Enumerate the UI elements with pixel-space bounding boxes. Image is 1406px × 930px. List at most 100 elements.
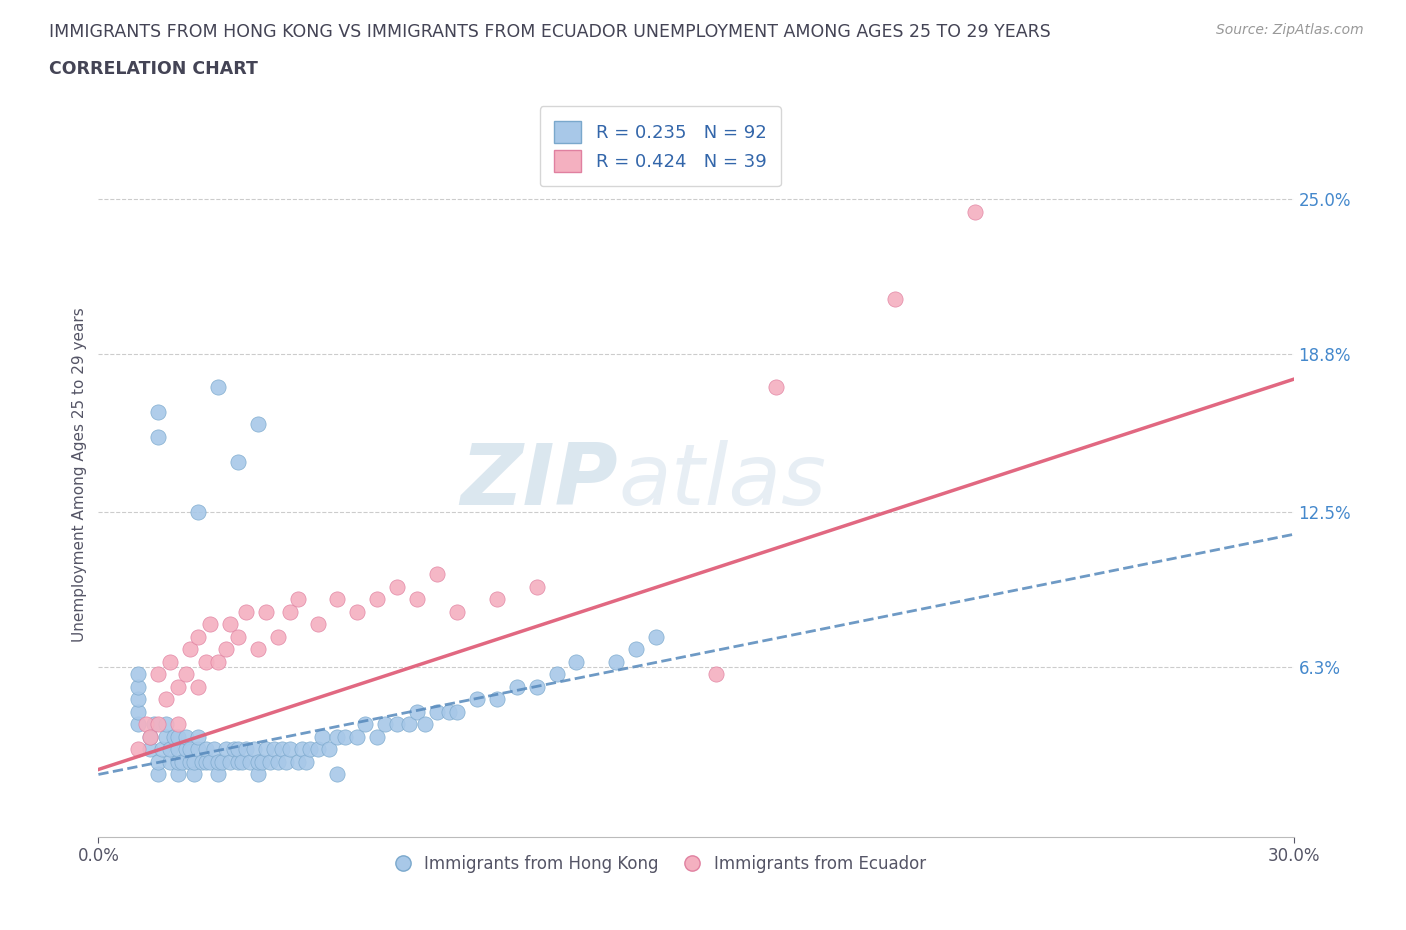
Point [167,767,190,782]
Point [148,430,170,445]
Point [385,717,409,732]
Point [226,630,249,644]
Point [167,680,190,695]
Point [526,579,548,594]
Point [287,754,309,769]
Text: ZIP: ZIP [461,440,619,523]
Point [226,455,249,470]
Point [172,754,194,769]
Point [385,579,409,594]
Point [246,642,269,657]
Point [167,742,190,757]
Point [250,754,273,769]
Text: atlas: atlas [619,440,827,523]
Text: Source: ZipAtlas.com: Source: ZipAtlas.com [1216,23,1364,37]
Point [148,754,170,769]
Point [243,742,266,757]
Point [139,742,162,757]
Point [148,405,170,419]
Point [318,742,340,757]
Point [263,742,285,757]
Point [198,617,221,631]
Point [274,754,297,769]
Point [426,567,449,582]
Point [219,754,242,769]
Point [485,692,508,707]
Point [127,680,149,695]
Point [211,754,233,769]
Point [326,729,349,744]
Point [267,754,290,769]
Point [626,642,648,657]
Point [291,742,314,757]
Point [311,729,333,744]
Point [465,692,488,707]
Point [187,729,209,744]
Point [254,742,277,757]
Point [235,604,257,619]
Point [207,767,229,782]
Point [159,655,181,670]
Point [127,705,149,720]
Point [207,655,229,670]
Point [426,705,449,720]
Point [183,767,205,782]
Point [167,717,190,732]
Point [187,504,209,519]
Point [267,630,290,644]
Point [174,729,197,744]
Point [139,729,162,744]
Point [148,667,170,682]
Point [207,379,229,394]
Point [167,729,190,744]
Point [226,754,249,769]
Point [127,717,149,732]
Point [174,742,197,757]
Point [246,754,269,769]
Point [159,742,181,757]
Point [179,642,201,657]
Point [187,742,209,757]
Point [222,742,245,757]
Point [354,717,377,732]
Point [406,705,429,720]
Point [526,680,548,695]
Point [546,667,568,682]
Point [307,742,329,757]
Point [963,205,986,219]
Point [167,754,190,769]
Point [215,742,238,757]
Y-axis label: Unemployment Among Ages 25 to 29 years: Unemployment Among Ages 25 to 29 years [72,307,87,642]
Point [179,754,201,769]
Point [127,692,149,707]
Point [135,717,157,732]
Point [374,717,396,732]
Point [207,754,229,769]
Point [366,729,388,744]
Point [155,717,177,732]
Point [398,717,420,732]
Point [155,692,177,707]
Point [155,729,177,744]
Point [446,604,468,619]
Point [335,729,357,744]
Point [150,742,173,757]
Point [446,705,468,720]
Point [413,717,436,732]
Point [884,292,907,307]
Point [326,591,349,606]
Point [605,655,627,670]
Point [485,591,508,606]
Point [259,754,281,769]
Point [159,754,181,769]
Point [198,754,221,769]
Point [195,754,218,769]
Point [163,729,186,744]
Point [294,754,316,769]
Point [239,754,262,769]
Point [346,604,368,619]
Point [246,417,269,432]
Point [307,617,329,631]
Point [148,717,170,732]
Point [127,667,149,682]
